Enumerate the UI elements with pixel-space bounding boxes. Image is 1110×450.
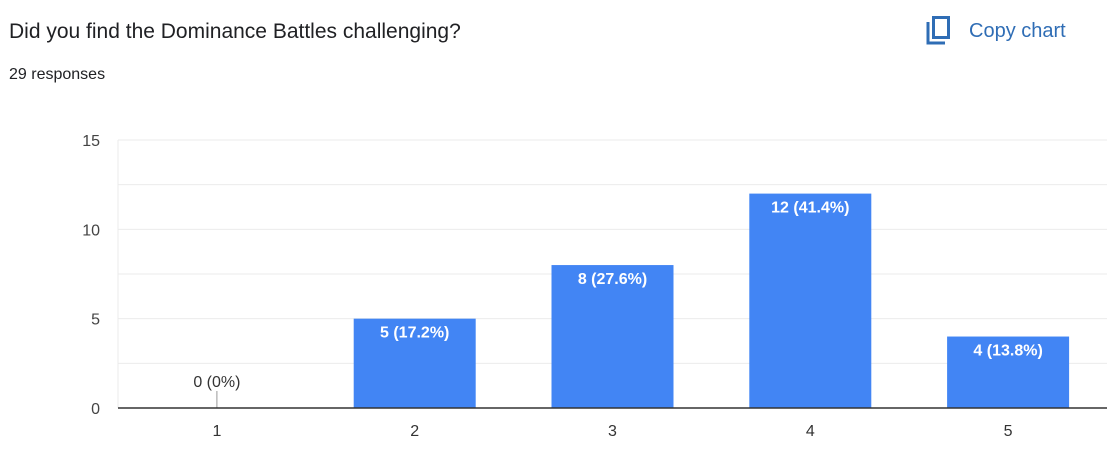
y-tick-label: 0 (91, 401, 100, 418)
response-count: 29 responses (9, 66, 106, 83)
x-tick-label: 3 (608, 423, 617, 440)
bar (353, 318, 476, 408)
bar (947, 336, 1070, 408)
data-label: 8 (27.6%) (578, 271, 647, 288)
x-tick-label: 1 (212, 423, 221, 440)
x-tick-label: 2 (410, 423, 419, 440)
x-tick-label: 4 (806, 423, 815, 440)
data-label: 5 (17.2%) (380, 325, 449, 342)
copy-chart-label: Copy chart (969, 19, 1066, 42)
data-label: 0 (0%) (193, 374, 240, 391)
question-title: Did you find the Dominance Battles chall… (9, 20, 461, 43)
bar (749, 193, 872, 408)
data-label: 12 (41.4%) (771, 200, 849, 217)
bar (551, 265, 674, 408)
copy-icon (926, 16, 950, 45)
data-label: 4 (13.8%) (973, 343, 1042, 360)
copy-chart-button[interactable]: Copy chart (925, 16, 1066, 46)
y-tick-label: 5 (91, 312, 100, 329)
y-tick-label: 15 (82, 133, 100, 150)
x-tick-label: 5 (1004, 423, 1013, 440)
y-tick-label: 10 (82, 222, 100, 239)
